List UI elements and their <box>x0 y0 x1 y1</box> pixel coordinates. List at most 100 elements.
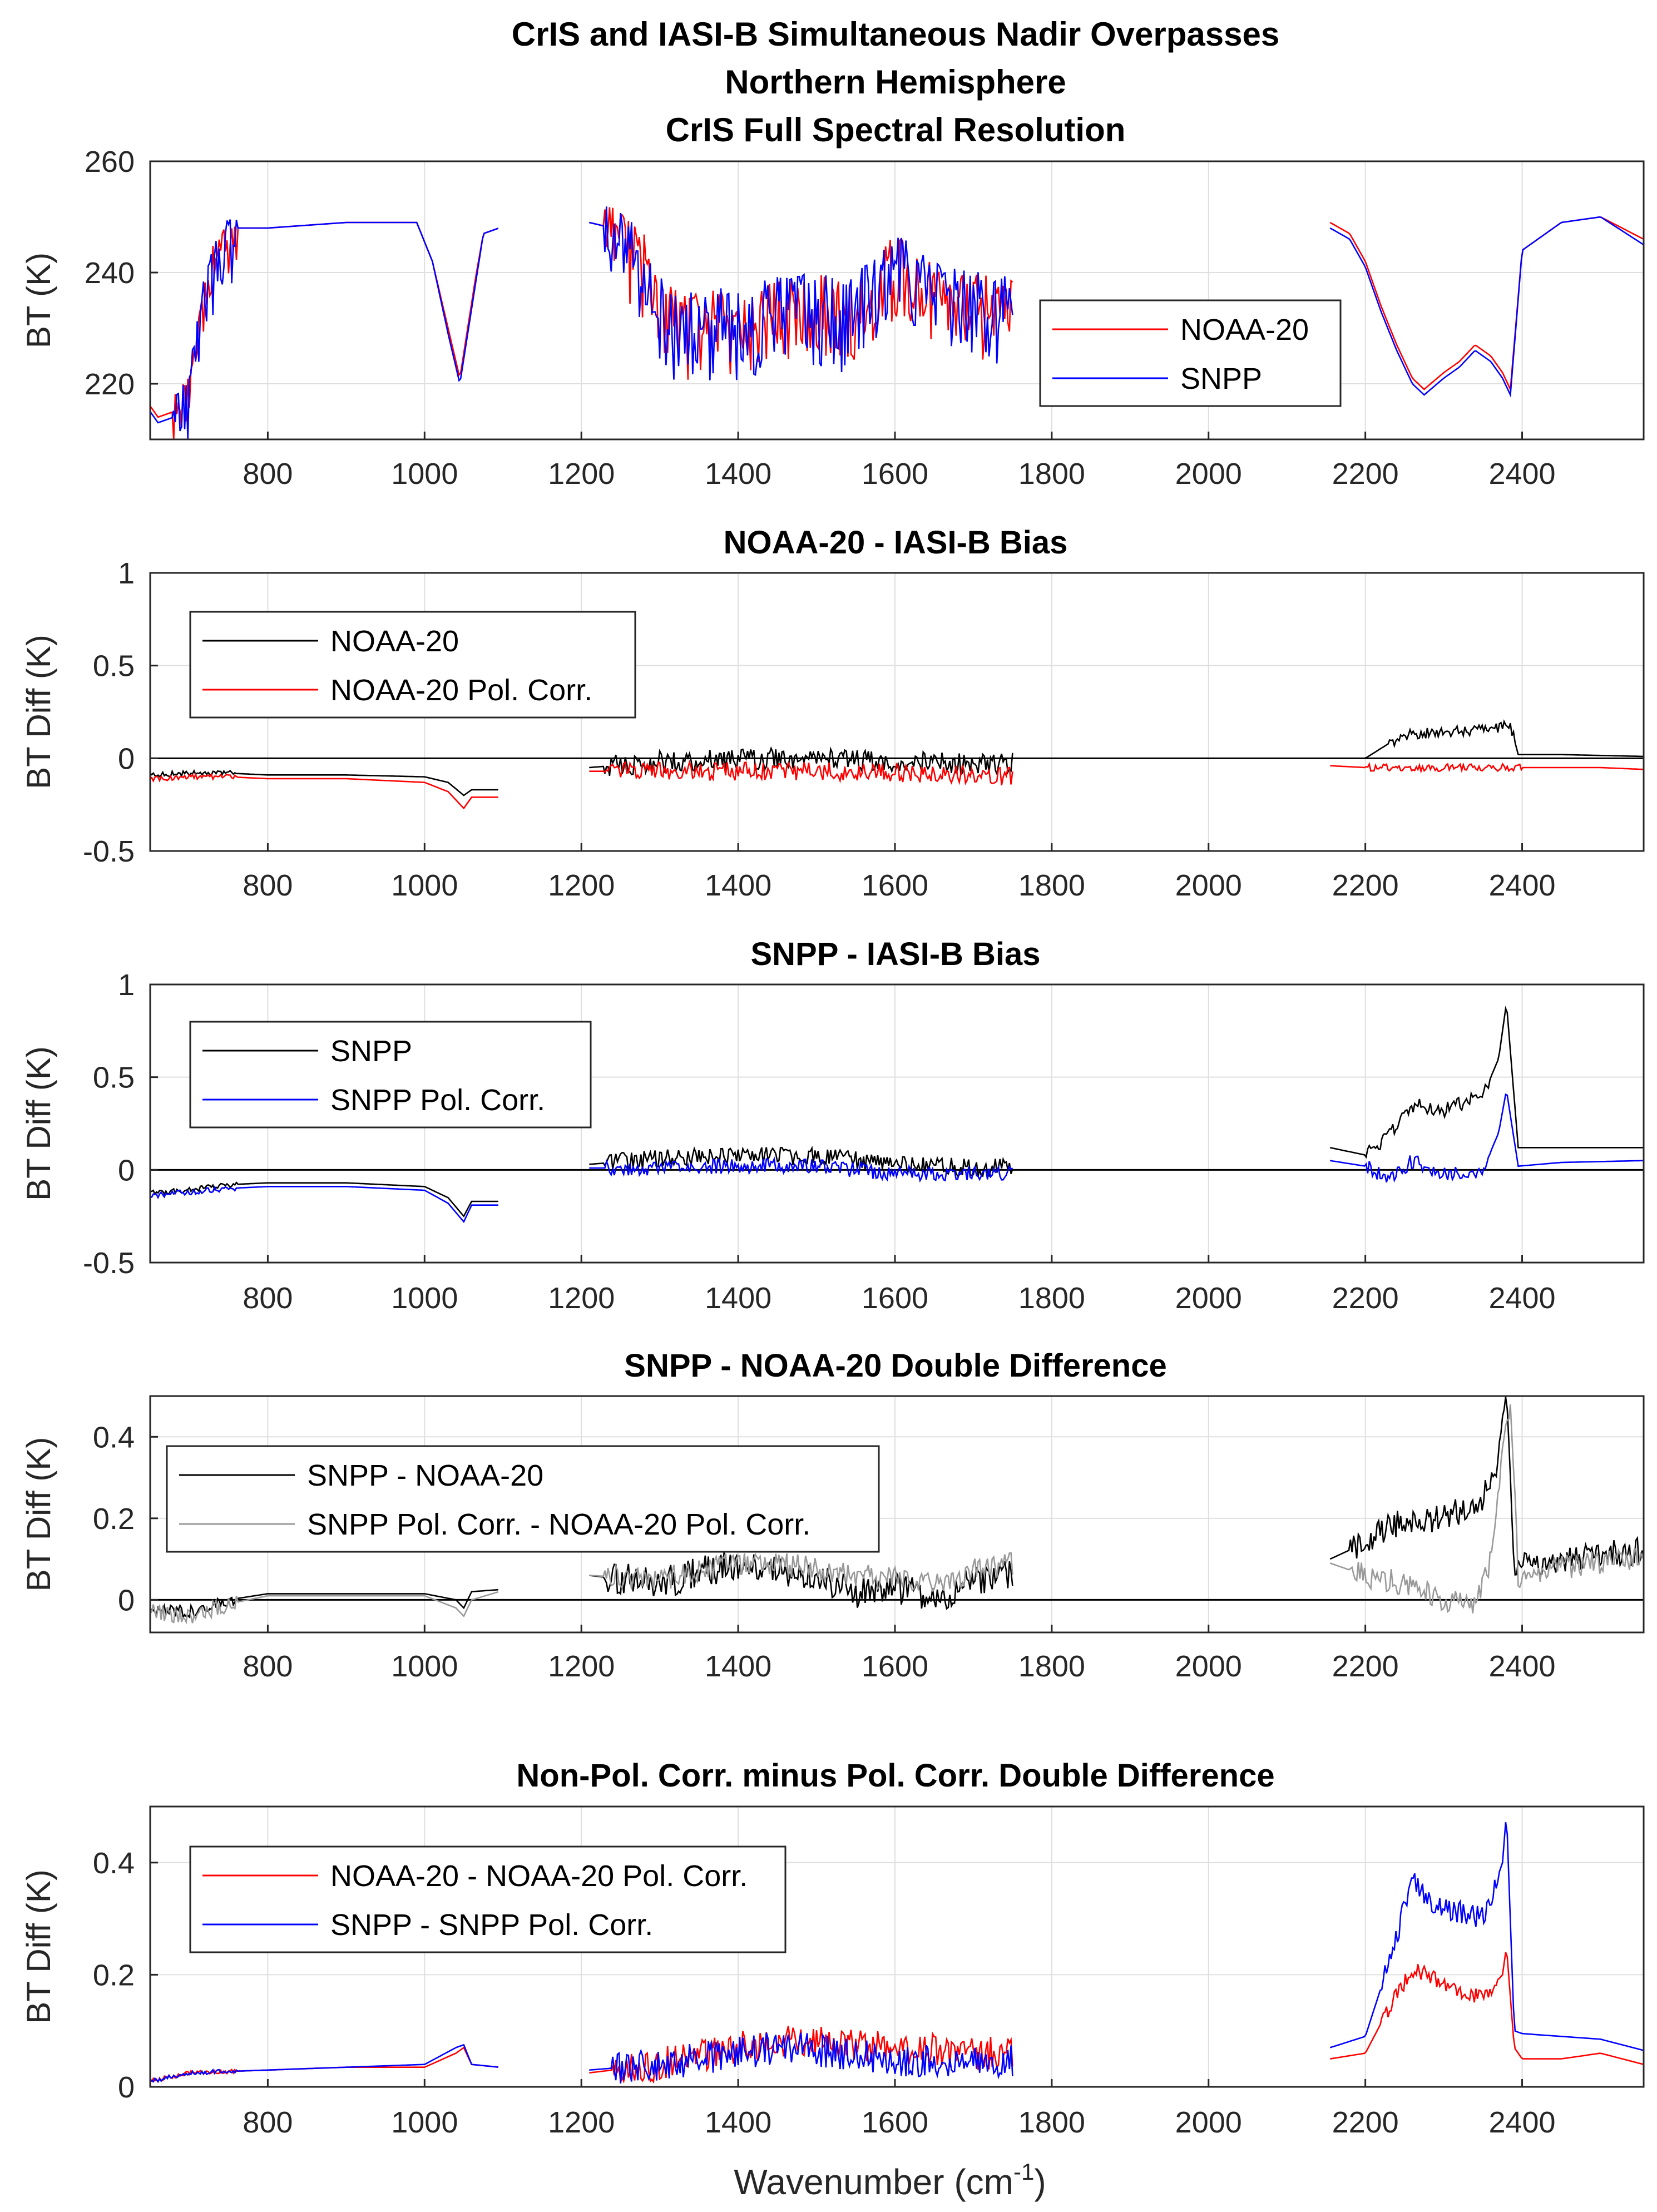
legend-label: NOAA-20 <box>330 625 459 658</box>
legend-label: SNPP - SNPP Pol. Corr. <box>330 1908 653 1942</box>
x-axis-label-main: Wavenumber (cm <box>734 2162 1013 2202</box>
series-snpp-pol-corr-noaa-20-pol-corr- <box>150 1404 1645 1625</box>
legend: NOAA-20 - NOAA-20 Pol. Corr. SNPP - SNPP … <box>189 1845 787 1953</box>
legend-box <box>1039 299 1342 407</box>
y-tick-label: 0.2 <box>93 1958 135 1992</box>
legend: SNPP SNPP Pol. Corr. <box>189 1021 592 1129</box>
y-tick-label: -0.5 <box>83 1246 135 1280</box>
y-tick-label: 240 <box>85 256 135 290</box>
x-axis-label-end: ) <box>1034 2162 1046 2202</box>
x-tick-label: 1800 <box>1018 869 1085 902</box>
x-tick-label: 2400 <box>1488 869 1555 902</box>
x-tick-label: 1200 <box>548 1281 615 1315</box>
figure-title-line-2: Northern Hemisphere <box>725 63 1066 101</box>
series-line-band-2 <box>589 2032 1013 2084</box>
x-tick-label: 800 <box>243 2106 293 2139</box>
x-tick-label: 2400 <box>1488 457 1555 491</box>
legend-box <box>189 1021 592 1129</box>
legend-label: NOAA-20 - NOAA-20 Pol. Corr. <box>330 1859 748 1893</box>
x-tick-label: 1400 <box>705 869 771 902</box>
x-tick-label: 800 <box>243 457 293 491</box>
panels: 800 1000 1200 1400 1600 1800 2000 2200 240022024… <box>20 145 1645 2139</box>
series-line-band-3 <box>1330 1952 1644 2065</box>
x-tick-label: 2400 <box>1488 1650 1555 1683</box>
x-tick-label: 1600 <box>862 1281 928 1315</box>
panel-title: SNPP - NOAA-20 Double Difference <box>624 1348 1166 1384</box>
x-axis-label: Wavenumber (cm-1) <box>734 2159 1046 2202</box>
y-axis-label: BT Diff (K) <box>20 635 57 789</box>
x-tick-label: 2400 <box>1488 1281 1555 1315</box>
y-tick-label: 0 <box>118 1583 135 1617</box>
panel-title: NOAA-20 - IASI-B Bias <box>724 524 1068 561</box>
x-axis-label-sup: -1 <box>1013 2159 1034 2185</box>
axes-box <box>149 983 1645 1264</box>
x-tick-label: 1800 <box>1018 2106 1085 2139</box>
legend-label: SNPP Pol. Corr. <box>330 1083 545 1117</box>
x-tick-label: 2400 <box>1488 2106 1555 2139</box>
legend: NOAA-20 SNPP <box>1039 299 1342 407</box>
x-tick-label: 1400 <box>705 2106 771 2139</box>
panel-title: SNPP - IASI-B Bias <box>750 936 1040 972</box>
legend-label: SNPP <box>330 1035 412 1068</box>
series-line-band-2 <box>589 1552 1013 1592</box>
x-tick-label: 800 <box>243 869 293 902</box>
x-tick-label: 1000 <box>391 869 458 902</box>
series-line-band-1 <box>150 2043 498 2083</box>
x-tick-label: 1800 <box>1018 1650 1085 1683</box>
legend-box <box>189 1845 787 1953</box>
x-tick-label: 1000 <box>391 457 458 491</box>
y-tick-label: 220 <box>85 368 135 401</box>
panel-3: 800 1000 1200 1400 1600 1800 2000 2200 2400 -0.5 0… <box>20 936 1645 1315</box>
x-tick-label: 2000 <box>1175 457 1242 491</box>
y-tick-label: 0.5 <box>93 1061 135 1095</box>
series-line-band-3 <box>1330 1093 1644 1183</box>
y-tick-label: -0.5 <box>83 835 135 868</box>
x-tick-label: 1800 <box>1018 1281 1085 1315</box>
legend-label: NOAA-20 Pol. Corr. <box>330 674 592 707</box>
series-line-band-3 <box>1329 216 1644 398</box>
x-tick-label: 2200 <box>1332 2106 1399 2139</box>
y-tick-label: 0 <box>118 742 135 775</box>
series-line-band-1 <box>150 1181 498 1218</box>
series-line-band-2 <box>589 746 1013 776</box>
series-line-band-3 <box>1329 1397 1645 1576</box>
series-line-band-1 <box>150 769 498 796</box>
legend-box <box>189 611 636 719</box>
x-tick-label: 2000 <box>1175 2106 1242 2139</box>
legend-label: NOAA-20 <box>1180 313 1309 347</box>
series-noaa-20 <box>150 719 1644 796</box>
x-tick-label: 1200 <box>548 1650 615 1683</box>
x-tick-label: 1000 <box>391 1281 458 1315</box>
panel-2: 800 1000 1200 1400 1600 1800 2000 2200 2400 -0.5 0… <box>20 524 1645 902</box>
x-tick-label: 2000 <box>1175 1281 1242 1315</box>
axes-box <box>149 1395 1645 1634</box>
legend: NOAA-20 NOAA-20 Pol. Corr. <box>189 611 636 719</box>
axes-box <box>149 160 1645 441</box>
series-line-band-2 <box>589 1552 1013 1610</box>
x-tick-label: 800 <box>243 1281 293 1315</box>
x-tick-label: 1600 <box>862 457 928 491</box>
x-tick-label: 1600 <box>862 2106 928 2139</box>
y-axis-label: BT Diff (K) <box>20 1869 57 2024</box>
series-snpp-pol-corr- <box>150 1093 1644 1224</box>
series-line-band-1 <box>150 1591 499 1625</box>
legend-box <box>166 1445 880 1553</box>
panel-4: 800 1000 1200 1400 1600 1800 2000 2200 2400 0 0.2 0… <box>20 1348 1645 1683</box>
y-axis-label: BT (K) <box>20 253 57 348</box>
series-line-band-3 <box>1329 1006 1644 1159</box>
y-tick-label: 0.4 <box>93 1421 135 1454</box>
x-tick-label: 1400 <box>705 457 771 491</box>
x-tick-label: 1800 <box>1018 457 1085 491</box>
y-axis-label: BT Diff (K) <box>20 1437 57 1592</box>
legend-label: SNPP - NOAA-20 <box>307 1459 543 1492</box>
x-tick-label: 1600 <box>862 1650 928 1683</box>
legend-label: SNPP Pol. Corr. - NOAA-20 Pol. Corr. <box>307 1508 810 1541</box>
x-tick-label: 1600 <box>862 869 928 902</box>
y-tick-label: 1 <box>118 968 135 1002</box>
y-tick-label: 260 <box>85 145 135 179</box>
x-tick-label: 1200 <box>548 457 615 491</box>
legend-label: SNPP <box>1180 362 1262 395</box>
x-tick-label: 1200 <box>548 2106 615 2139</box>
x-tick-label: 2000 <box>1175 869 1242 902</box>
